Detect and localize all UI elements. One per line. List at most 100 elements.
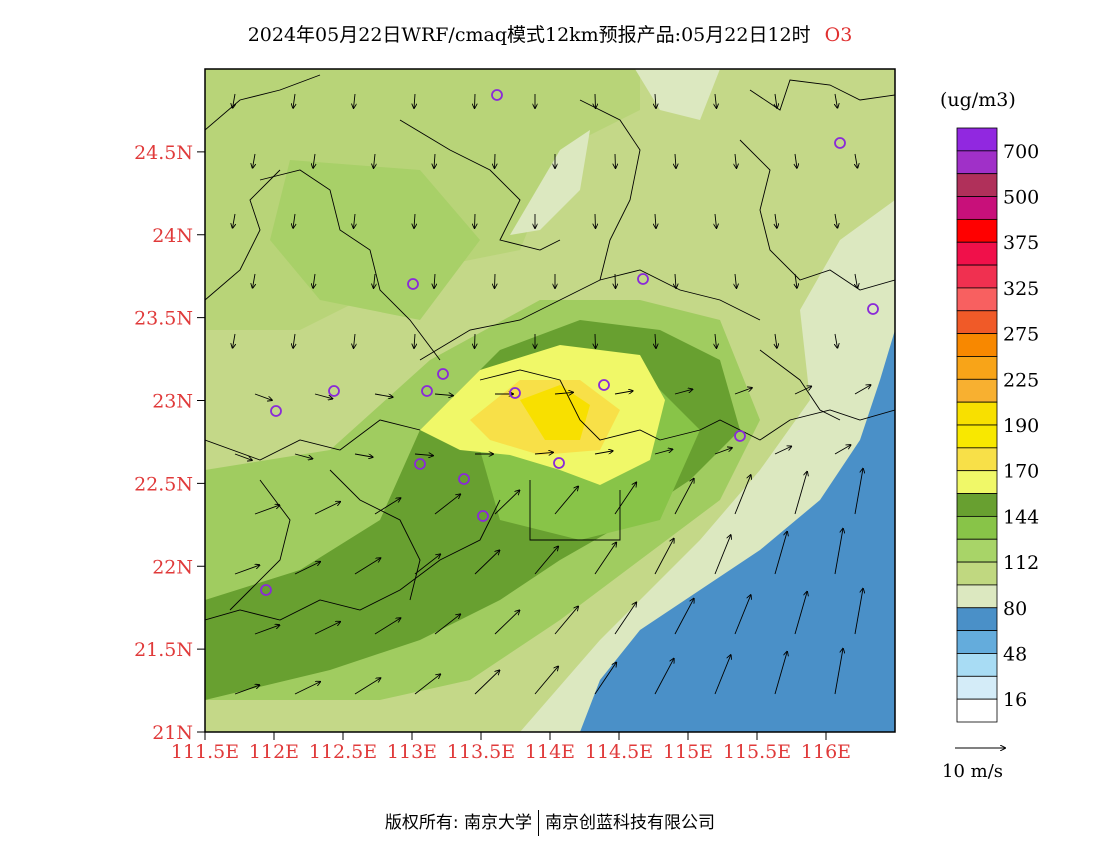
lon-label: 114.5E — [585, 741, 653, 763]
legend-swatch — [956, 150, 998, 175]
wind-arrow — [434, 394, 453, 396]
wind-arrow — [374, 153, 375, 168]
lon-label: 114E — [525, 741, 575, 763]
wind-arrow — [794, 472, 807, 515]
lon-label: 113E — [387, 741, 437, 763]
wind-arrow — [775, 333, 777, 348]
lon-label: 113.5E — [447, 741, 515, 763]
border-line — [529, 480, 621, 541]
wind-arrow — [414, 454, 433, 456]
wind-arrow — [534, 666, 558, 695]
legend-swatch — [956, 127, 998, 152]
wind-arrow — [554, 486, 578, 515]
wind-arrow — [735, 153, 736, 168]
wind-arrow — [254, 393, 272, 400]
wind-arrow — [775, 93, 777, 108]
wind-arrow — [374, 618, 400, 635]
wind-arrow — [474, 550, 499, 575]
wind-arrow — [354, 558, 380, 575]
legend-swatch — [956, 630, 998, 654]
lat-label: 21N — [152, 722, 193, 744]
wind-arrow — [554, 606, 578, 635]
circle-station-icon — [834, 137, 846, 149]
wind-arrow — [775, 213, 777, 228]
wind-vectors — [233, 93, 871, 695]
wind-arrow — [674, 479, 694, 515]
wind-arrow — [734, 475, 751, 515]
wind-arrow — [234, 685, 259, 695]
wind-arrow — [314, 393, 332, 399]
wind-arrow — [294, 682, 320, 695]
border-line — [329, 469, 421, 601]
wind-arrow — [374, 273, 375, 288]
legend-swatch — [956, 493, 998, 517]
map-title: 2024年05月22日WRF/cmaq模式12km预报产品:05月22日12时 O… — [0, 20, 1100, 47]
wind-arrow — [414, 213, 415, 228]
wind-arrow — [654, 659, 674, 695]
wind-arrow — [233, 333, 235, 348]
wind-arrow — [795, 153, 797, 168]
legend-swatch — [956, 470, 998, 494]
wind-arrow — [374, 393, 393, 397]
wind-arrow — [594, 662, 616, 695]
border-line — [479, 369, 661, 441]
border-line — [205, 74, 321, 131]
wind-arrow — [715, 93, 716, 108]
wind-arrow — [854, 385, 871, 395]
pollutant-label: O3 — [824, 24, 853, 46]
field-pale-stripe — [510, 130, 590, 235]
legend-swatch — [956, 584, 998, 609]
legend-label: 500 — [1003, 187, 1039, 209]
border-line — [205, 169, 281, 301]
field-north-patch — [270, 160, 480, 320]
footer-company: 南京创蓝科技有限公司 — [545, 813, 716, 833]
legend-label: 225 — [1003, 369, 1039, 391]
legend-swatch — [956, 241, 998, 266]
wind-arrow — [474, 670, 499, 695]
field-pale-top — [635, 69, 720, 120]
lat-label: 22.5N — [134, 473, 193, 495]
wind-arrow — [293, 213, 295, 228]
wind-arrow — [674, 389, 692, 395]
circle-station-icon — [414, 458, 426, 470]
legend-swatch — [956, 401, 998, 426]
wind-arrow — [735, 273, 736, 288]
legend-swatch — [956, 653, 998, 677]
wind-arrow — [855, 273, 857, 288]
copyright-footer: 版权所有: 南京大学 南京创蓝科技有限公司 — [0, 808, 1100, 836]
circle-station-icon — [598, 379, 610, 391]
wind-arrow — [534, 452, 553, 454]
wind-arrow — [414, 333, 415, 348]
circle-station-icon — [260, 584, 272, 596]
wind-arrow — [774, 652, 787, 695]
wind-arrow — [654, 539, 674, 575]
wind-arrow — [834, 649, 843, 695]
wind-arrow — [354, 93, 355, 108]
wind-arrow — [294, 453, 312, 459]
circle-station-icon — [458, 473, 470, 485]
axis-ticks — [197, 151, 827, 740]
wind-arrow — [854, 469, 863, 515]
wind-arrow — [834, 529, 843, 575]
wind-arrow — [314, 622, 340, 635]
wind-arrow — [774, 532, 787, 575]
border-line — [579, 99, 641, 281]
wind-arrow — [795, 273, 797, 288]
legend-swatch — [956, 218, 998, 243]
legend-swatch — [956, 607, 998, 632]
legend-label: 16 — [1003, 689, 1027, 711]
circle-station-icon — [867, 303, 879, 315]
legend-swatch — [956, 287, 998, 312]
wind-arrow — [354, 453, 373, 457]
wind-reference-label: 10 m/s — [942, 761, 1003, 782]
color-legend: 700 500 375 325 275 225 190 170 144 112 80 48 16 — [956, 127, 1039, 723]
wind-arrow — [534, 546, 558, 575]
wind-arrow — [655, 333, 656, 348]
lon-label: 116E — [801, 741, 851, 763]
wind-arrow — [734, 595, 751, 635]
circle-station-icon — [509, 387, 521, 399]
wind-arrow — [434, 153, 435, 168]
coast-line — [659, 409, 895, 441]
circle-station-icon — [477, 510, 489, 522]
